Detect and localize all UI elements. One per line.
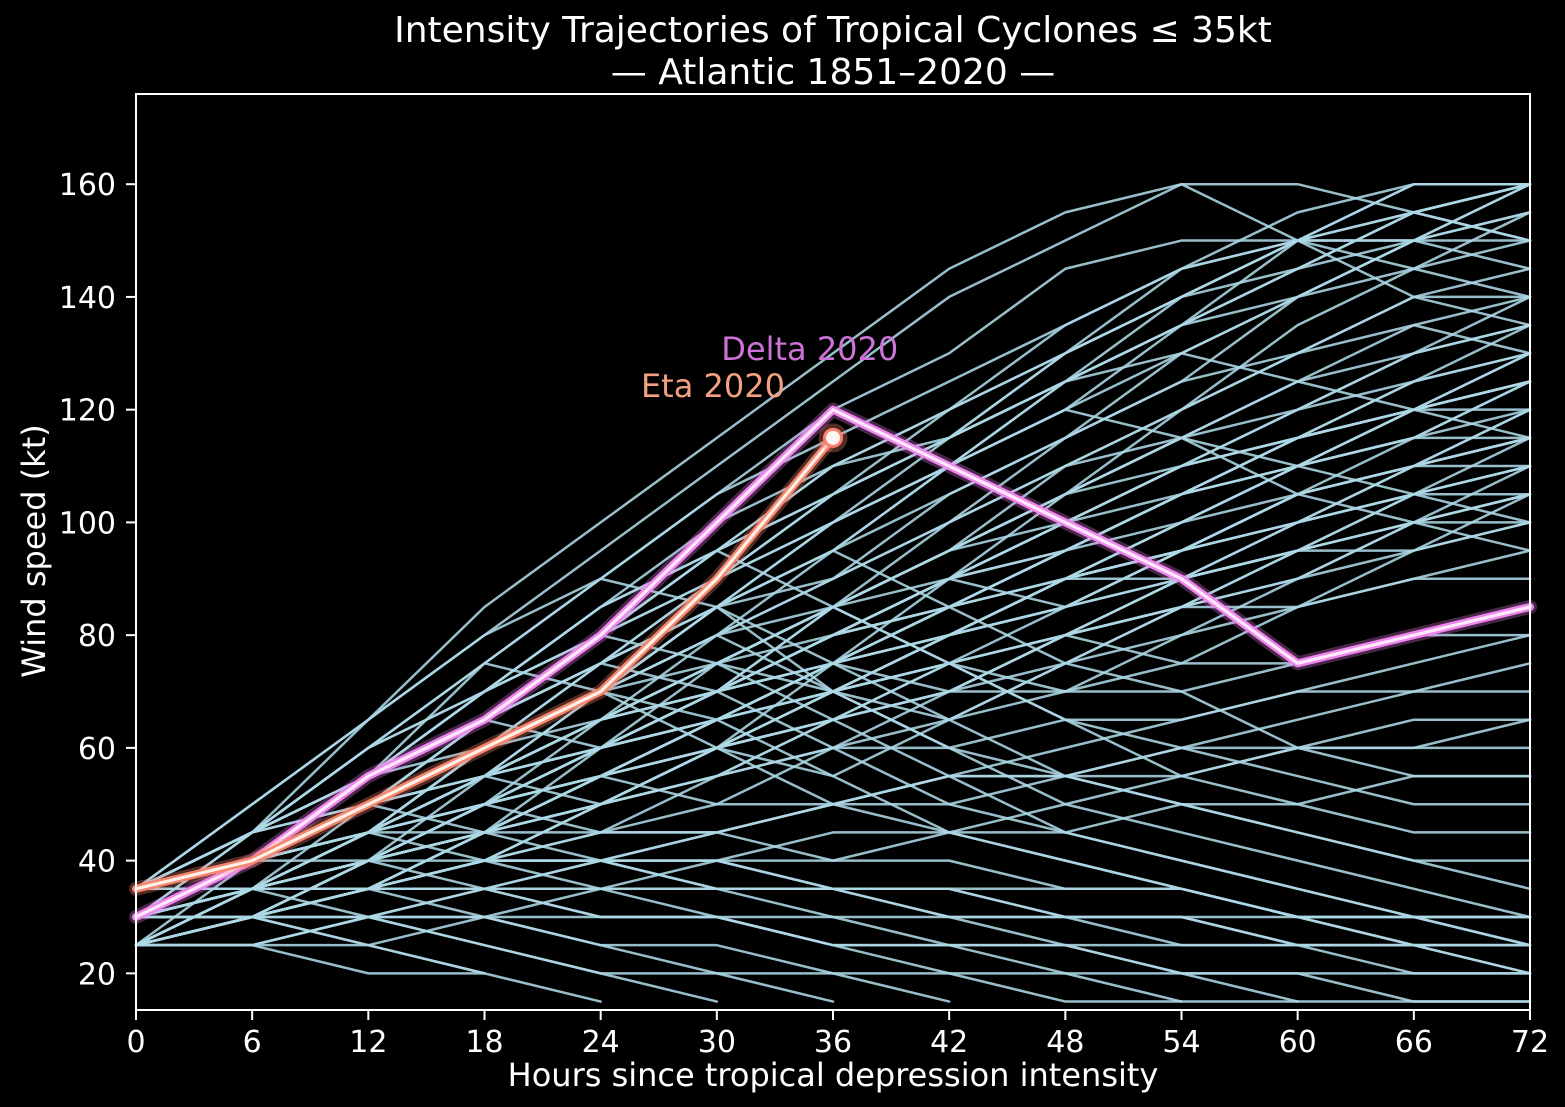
y-tick-label: 100	[59, 506, 116, 541]
background-trajectory	[134, 464, 1532, 891]
delta-2020-label: Delta 2020	[721, 329, 899, 368]
x-tick-label: 0	[126, 1025, 145, 1060]
background-trajectory	[134, 182, 1532, 891]
background-trajectory	[134, 295, 1532, 947]
background-trajectory	[134, 633, 1532, 891]
background-trajectory	[134, 464, 1532, 947]
x-tick-label: 30	[698, 1025, 736, 1060]
x-tick-label: 36	[814, 1025, 852, 1060]
y-tick-label: 140	[59, 281, 116, 316]
y-tick-label: 80	[78, 619, 116, 654]
x-tick-label: 60	[1279, 1025, 1317, 1060]
y-tick-label: 120	[59, 394, 116, 429]
background-trajectory	[134, 915, 602, 1003]
eta-2020-endpoint-glow	[818, 423, 848, 453]
background-trajectory	[134, 408, 1532, 947]
eta-2020-endpoint-marker	[823, 427, 843, 448]
x-tick-label: 48	[1046, 1025, 1084, 1060]
x-tick-label: 12	[349, 1025, 387, 1060]
y-tick-label: 20	[78, 957, 116, 992]
background-trajectory	[134, 746, 1532, 947]
background-trajectory	[134, 915, 486, 975]
x-tick-label: 6	[243, 1025, 262, 1060]
background-trajectory	[134, 464, 1532, 891]
chart-subtitle: — Atlantic 1851–2020 —	[610, 52, 1056, 93]
background-trajectory	[134, 182, 1532, 891]
y-axis-label: Wind speed (kt)	[15, 424, 53, 678]
background-trajectory	[134, 915, 835, 1003]
background-trajectory	[134, 492, 1532, 947]
x-tick-label: 54	[1162, 1025, 1200, 1060]
delta-2020-line	[134, 408, 1532, 919]
background-trajectory	[134, 380, 1532, 919]
background-trajectory	[134, 943, 486, 975]
y-tick-label: 160	[59, 168, 116, 203]
background-trajectory	[134, 492, 1532, 919]
x-tick-label: 42	[930, 1025, 968, 1060]
background-trajectory	[134, 408, 1532, 947]
chart-title: Intensity Trajectories of Tropical Cyclo…	[394, 10, 1272, 51]
background-trajectory	[134, 182, 1532, 891]
background-trajectory	[134, 380, 1532, 919]
background-trajectory	[134, 492, 1532, 919]
background-trajectory	[134, 521, 1532, 947]
background-trajectory	[134, 859, 1532, 1003]
title-block: Intensity Trajectories of Tropical Cyclo…	[136, 10, 1530, 94]
background-trajectory	[134, 718, 1532, 947]
background-trajectory	[134, 436, 1532, 919]
background-trajectory	[134, 464, 1532, 891]
x-tick-label: 66	[1395, 1025, 1433, 1060]
background-trajectory	[134, 182, 1532, 891]
background-trajectory	[134, 380, 1532, 919]
background-trajectory	[134, 182, 1532, 891]
background-trajectory	[134, 380, 1532, 947]
eta-2020-label: Eta 2020	[640, 366, 785, 405]
y-tick-label: 40	[78, 845, 116, 880]
x-tick-label: 24	[582, 1025, 620, 1060]
eta-2020-line	[134, 436, 835, 891]
background-trajectory	[134, 380, 1532, 919]
background-trajectory	[134, 831, 1532, 975]
background-trajectory	[134, 182, 1532, 947]
background-trajectory	[134, 859, 1532, 1003]
x-tick-label: 72	[1511, 1025, 1549, 1060]
background-trajectory	[134, 492, 1532, 919]
x-tick-label: 18	[465, 1025, 503, 1060]
x-axis-label: Hours since tropical depression intensit…	[507, 1056, 1159, 1094]
y-tick-label: 60	[78, 732, 116, 767]
background-trajectory	[134, 436, 1532, 919]
background-trajectory	[134, 521, 1532, 947]
background-trajectory	[134, 436, 1532, 919]
background-trajectory	[134, 295, 1532, 947]
